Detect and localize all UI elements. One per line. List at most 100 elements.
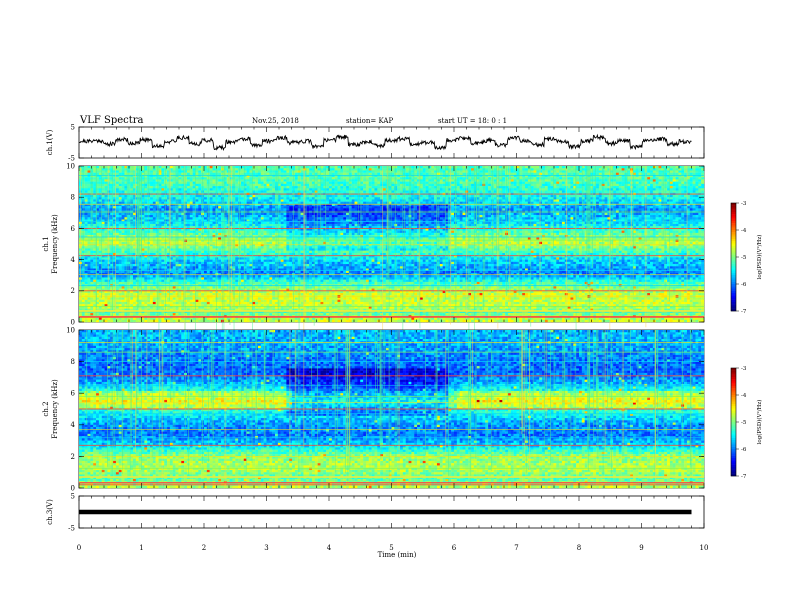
spec1-cell (96, 318, 99, 320)
spec1-cell (110, 199, 113, 201)
spec1-cell (122, 213, 125, 215)
spec1-cell (82, 282, 85, 284)
spec1-cell (142, 306, 145, 308)
spec1-cell (88, 215, 91, 217)
spec1-cell (107, 168, 110, 170)
spec1-cell (122, 246, 125, 248)
spec1-cell (90, 300, 93, 302)
spec1-cell (90, 271, 93, 273)
spec1-cell (144, 199, 147, 201)
spec1-cell (139, 297, 142, 299)
spec1-cell (144, 177, 147, 179)
spec1-cell (119, 179, 122, 181)
spec1-cell (88, 179, 91, 181)
spec1-cell (88, 199, 91, 201)
spec1-cell (85, 177, 88, 179)
spec1-cell (102, 275, 105, 277)
spec1-cell (82, 286, 85, 288)
spec1-cell (102, 306, 105, 308)
ch1-series-line (79, 135, 692, 150)
spec1-cell (102, 224, 105, 226)
spec1-cell (116, 188, 119, 190)
spec1-cell (116, 199, 119, 201)
spec1-cell (122, 197, 125, 199)
spec1-cell (79, 302, 82, 304)
spec1-cell (119, 173, 122, 175)
spec1-cell (119, 191, 122, 193)
spec1-cell (122, 208, 125, 210)
spec1-cell (116, 168, 119, 170)
spec1-cell (85, 197, 88, 199)
spec1-cell (144, 173, 147, 175)
spec1-cell (88, 253, 91, 255)
spec1-cell (116, 206, 119, 208)
spec1-cell (88, 302, 91, 304)
spec1-cell (107, 260, 110, 262)
spec1-cell (85, 244, 88, 246)
spec1-cell (105, 244, 108, 246)
vlf-chart-svg: VLF Spectra Nov.25, 2018 station= KAP st… (0, 0, 792, 612)
spec1-cell (122, 195, 125, 197)
spec1-cell (90, 306, 93, 308)
spec1-cell (105, 275, 108, 277)
spec1-cell (119, 182, 122, 184)
spec1-cell (85, 302, 88, 304)
spec1-cell (144, 213, 147, 215)
spec1-cell (116, 282, 119, 284)
spec1-cell (85, 215, 88, 217)
spec1-cell (102, 300, 105, 302)
spec1-cell (116, 300, 119, 302)
spec1-cell (88, 242, 91, 244)
spec1-cell (139, 306, 142, 308)
spec1-cell (144, 170, 147, 172)
spec1-cell (102, 213, 105, 215)
spec1-cell (119, 242, 122, 244)
spec1-cell (133, 300, 136, 302)
spec1-cell (85, 182, 88, 184)
spec1-cell (88, 177, 91, 179)
spec1-cell (116, 302, 119, 304)
spec1-cell (116, 246, 119, 248)
spec1-cell (107, 188, 110, 190)
spec1-cell (105, 282, 108, 284)
spec1-cell (105, 286, 108, 288)
spec1-cell (110, 266, 113, 268)
spec1-cell (142, 257, 145, 259)
spec1-cell (119, 277, 122, 279)
spec1-cell (85, 313, 88, 315)
spec1-cell (144, 191, 147, 193)
spec1-cell (144, 186, 147, 188)
spec1-cell (119, 206, 122, 208)
spec1-cell (116, 208, 119, 210)
spec1-cell (79, 313, 82, 315)
spec1-cell (110, 222, 113, 224)
spec1-cell (110, 264, 113, 266)
spec1-cell (90, 251, 93, 253)
spec1-cell (130, 302, 133, 304)
spec1-cell (88, 306, 91, 308)
spec1-cell (79, 318, 82, 320)
spec1-cell (110, 297, 113, 299)
spec1-cell (102, 208, 105, 210)
spec1-cell (116, 277, 119, 279)
spec1-cell (88, 251, 91, 253)
spec1-cell (85, 266, 88, 268)
spec1-cell (119, 215, 122, 217)
spec1-cell (119, 177, 122, 179)
spec1-cell (122, 177, 125, 179)
spec1-cell (88, 208, 91, 210)
spec1-cell (110, 166, 113, 168)
spec1-cell (142, 280, 145, 282)
spec1-cell (105, 253, 108, 255)
spec1-cell (90, 253, 93, 255)
spec1-cell (88, 184, 91, 186)
spec1-cell (116, 170, 119, 172)
spec1-cell (107, 306, 110, 308)
spec1-cell (116, 195, 119, 197)
spec1-cell (119, 202, 122, 204)
spec1-cell (130, 313, 133, 315)
spec1-cell (102, 246, 105, 248)
spec1-cell (107, 302, 110, 304)
spec1-cell (110, 237, 113, 239)
spec1-cell (85, 306, 88, 308)
